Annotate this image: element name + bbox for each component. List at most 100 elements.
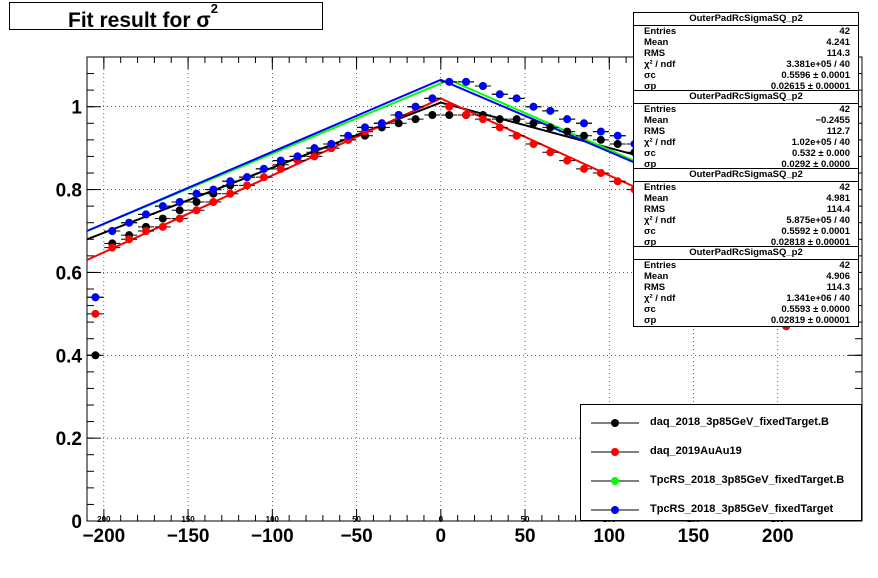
stat-value: 114.4 xyxy=(826,204,850,215)
stat-row: χ² / ndf 3.381e+05 / 40 xyxy=(634,59,858,70)
stat-row: Mean −0.2455 xyxy=(634,115,858,126)
stat-value: 112.7 xyxy=(826,126,850,137)
data-point xyxy=(613,131,622,140)
stat-row: σp 0.02819 ± 0.00001 xyxy=(634,315,858,326)
stat-row: σc 0.532 ± 0.000 xyxy=(634,148,858,159)
x-tick-label: −50 xyxy=(340,526,372,547)
data-point xyxy=(411,115,420,124)
legend-entry: daq_2019AuAu19 xyxy=(581,442,861,462)
chart-title: Fit result for σ2 xyxy=(68,1,218,32)
data-point xyxy=(226,189,235,198)
data-point xyxy=(276,156,285,165)
stat-row: RMS 114.3 xyxy=(634,48,858,59)
stat-row: σp 0.02615 ± 0.00001 xyxy=(634,81,858,92)
stat-box: OuterPadRcSigmaSQ_p2 Entries 42 Mean 4.241 RM… xyxy=(633,12,859,93)
data-point xyxy=(310,144,319,153)
legend-label: TpcRS_2018_3p85GeV_fixedTarget.B xyxy=(650,474,845,486)
data-point xyxy=(91,293,100,302)
data-point xyxy=(563,156,572,165)
stat-row: χ² / ndf 1.02e+05 / 40 xyxy=(634,137,858,148)
data-point xyxy=(125,218,134,227)
stat-row: Mean 4.906 xyxy=(634,271,858,282)
data-point xyxy=(613,177,622,186)
stat-box: OuterPadRcSigmaSQ_p2 Entries 42 Mean 4.906 RM… xyxy=(633,246,859,327)
legend-dot xyxy=(611,448,619,456)
chart-title-box: Fit result for σ2 xyxy=(9,1,323,32)
data-point xyxy=(428,111,437,119)
stat-value: 3.381e+05 / 40 xyxy=(786,59,850,70)
legend-label: TpcRS_2018_3p85GeV_fixedTarget xyxy=(650,503,834,515)
stat-label: Entries xyxy=(644,260,677,271)
y-tick-label: 0.4 xyxy=(56,346,83,367)
stat-label: σc xyxy=(644,304,656,315)
data-point xyxy=(91,351,100,360)
data-point xyxy=(529,140,538,148)
stat-value: 42 xyxy=(839,182,850,193)
stat-row: Mean 4.241 xyxy=(634,37,858,48)
y-tick-label: 0.8 xyxy=(56,181,82,202)
data-point xyxy=(580,119,589,128)
legend-entry: daq_2018_3p85GeV_fixedTarget.B xyxy=(581,413,861,433)
stat-label: σp xyxy=(644,159,657,170)
data-point xyxy=(529,119,538,128)
data-point xyxy=(259,164,268,173)
stat-value: 1.341e+06 / 40 xyxy=(786,293,850,304)
x-tick-label: −150 xyxy=(167,526,210,547)
stat-label: Mean xyxy=(644,271,669,282)
data-point xyxy=(411,102,420,111)
stat-label: Entries xyxy=(644,182,677,193)
data-point xyxy=(596,169,605,177)
stat-value: 4.906 xyxy=(826,271,850,282)
stat-row: σp 0.02818 ± 0.00001 xyxy=(634,237,858,248)
stat-label: σp xyxy=(644,81,657,92)
data-point xyxy=(563,115,572,124)
stat-value: 42 xyxy=(839,260,850,271)
stat-box-title: OuterPadRcSigmaSQ_p2 xyxy=(634,169,858,182)
stat-value: 0.5592 ± 0.0001 xyxy=(781,226,850,237)
legend-label: daq_2018_3p85GeV_fixedTarget.B xyxy=(650,416,829,428)
stat-label: Mean xyxy=(644,193,669,204)
data-point xyxy=(158,202,167,211)
stat-value: −0.2455 xyxy=(815,115,850,126)
stat-row: χ² / ndf 5.875e+05 / 40 xyxy=(634,215,858,226)
stat-label: χ² / ndf xyxy=(644,293,676,304)
stat-value: 4.241 xyxy=(826,37,850,48)
stat-row: RMS 114.3 xyxy=(634,282,858,293)
stat-label: χ² / ndf xyxy=(644,59,676,70)
y-tick-label: 0.2 xyxy=(56,429,82,450)
stat-box: OuterPadRcSigmaSQ_p2 Entries 42 Mean −0.2455… xyxy=(633,90,859,171)
stat-value: 0.5593 ± 0.0000 xyxy=(781,304,850,315)
stat-label: RMS xyxy=(644,48,666,59)
stat-row: Entries 42 xyxy=(634,26,858,37)
y-tick-label: 0 xyxy=(71,512,82,533)
data-point xyxy=(293,152,302,161)
data-point xyxy=(192,198,201,206)
stat-value: 0.0292 ± 0.0000 xyxy=(781,159,850,170)
data-point xyxy=(344,131,353,140)
legend-label: daq_2019AuAu19 xyxy=(650,445,742,457)
stat-value: 5.875e+05 / 40 xyxy=(786,215,850,226)
stat-label: Entries xyxy=(644,104,677,115)
data-point xyxy=(377,119,386,128)
legend-dot xyxy=(611,419,619,427)
data-point xyxy=(478,82,487,90)
data-point xyxy=(462,77,471,86)
x-tick-label: −100 xyxy=(251,526,294,547)
data-point xyxy=(243,181,252,190)
data-point xyxy=(310,152,319,161)
data-point xyxy=(512,115,521,124)
x-tick-label: 100 xyxy=(593,526,625,547)
data-point xyxy=(428,94,437,103)
x-tick-label: 50 xyxy=(514,526,535,547)
stat-row: Entries 42 xyxy=(634,182,858,193)
data-point xyxy=(596,127,605,136)
legend-marker xyxy=(591,419,639,427)
data-point xyxy=(108,243,117,252)
data-point xyxy=(445,77,454,86)
stat-label: σc xyxy=(644,70,656,81)
data-point xyxy=(394,119,403,128)
legend-dot xyxy=(611,506,619,514)
data-point xyxy=(546,106,555,115)
data-point xyxy=(580,164,589,173)
stat-row: σc 0.5593 ± 0.0000 xyxy=(634,304,858,315)
